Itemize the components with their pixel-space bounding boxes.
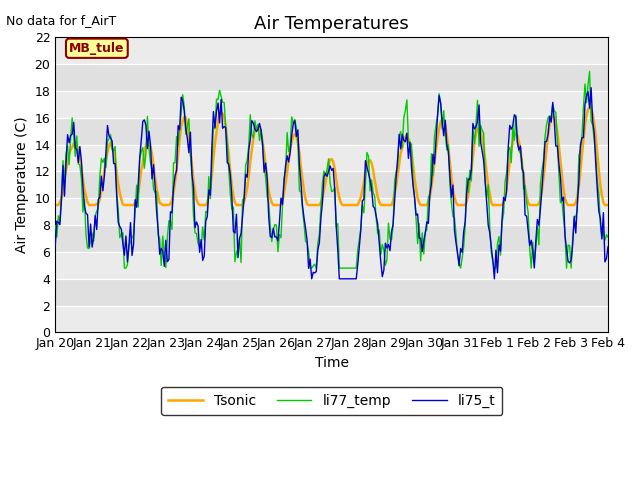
Tsonic bbox=[397, 150, 404, 156]
Bar bbox=[55, 37, 608, 64]
Tsonic bbox=[586, 105, 593, 111]
li77_temp bbox=[386, 236, 394, 242]
Title: Air Temperatures: Air Temperatures bbox=[254, 15, 409, 33]
X-axis label: Time: Time bbox=[315, 356, 349, 370]
li75_t bbox=[538, 186, 546, 192]
Bar bbox=[55, 91, 608, 118]
li75_t bbox=[368, 185, 376, 191]
li75_t bbox=[604, 244, 612, 250]
li75_t bbox=[399, 132, 406, 137]
li77_temp bbox=[156, 236, 164, 242]
li75_t bbox=[308, 276, 316, 282]
Tsonic bbox=[366, 157, 374, 163]
Bar bbox=[55, 306, 608, 333]
Text: No data for f_AirT: No data for f_AirT bbox=[6, 14, 116, 27]
Tsonic bbox=[154, 193, 162, 199]
Tsonic bbox=[538, 187, 546, 193]
Bar bbox=[55, 144, 608, 171]
li75_t bbox=[386, 248, 394, 253]
Tsonic bbox=[67, 147, 74, 153]
Text: MB_tule: MB_tule bbox=[69, 42, 125, 55]
Bar bbox=[55, 252, 608, 279]
li75_t bbox=[67, 132, 74, 138]
li75_t bbox=[588, 85, 595, 91]
li75_t bbox=[51, 243, 59, 249]
li77_temp bbox=[604, 234, 612, 240]
Legend: Tsonic, li77_temp, li75_t: Tsonic, li77_temp, li75_t bbox=[161, 387, 502, 415]
li77_temp bbox=[586, 69, 593, 74]
li77_temp bbox=[120, 265, 128, 271]
Tsonic bbox=[604, 202, 612, 208]
Line: li75_t: li75_t bbox=[55, 88, 608, 279]
li77_temp bbox=[67, 134, 74, 140]
Tsonic bbox=[417, 202, 424, 208]
Line: li77_temp: li77_temp bbox=[55, 72, 608, 268]
Bar bbox=[55, 198, 608, 225]
li77_temp bbox=[399, 145, 406, 151]
li77_temp bbox=[368, 177, 376, 183]
Y-axis label: Air Temperature (C): Air Temperature (C) bbox=[15, 117, 29, 253]
Tsonic bbox=[51, 202, 59, 208]
Line: Tsonic: Tsonic bbox=[55, 108, 608, 205]
Tsonic bbox=[385, 202, 392, 208]
li77_temp bbox=[51, 223, 59, 228]
li77_temp bbox=[538, 168, 546, 173]
li75_t bbox=[154, 227, 162, 233]
